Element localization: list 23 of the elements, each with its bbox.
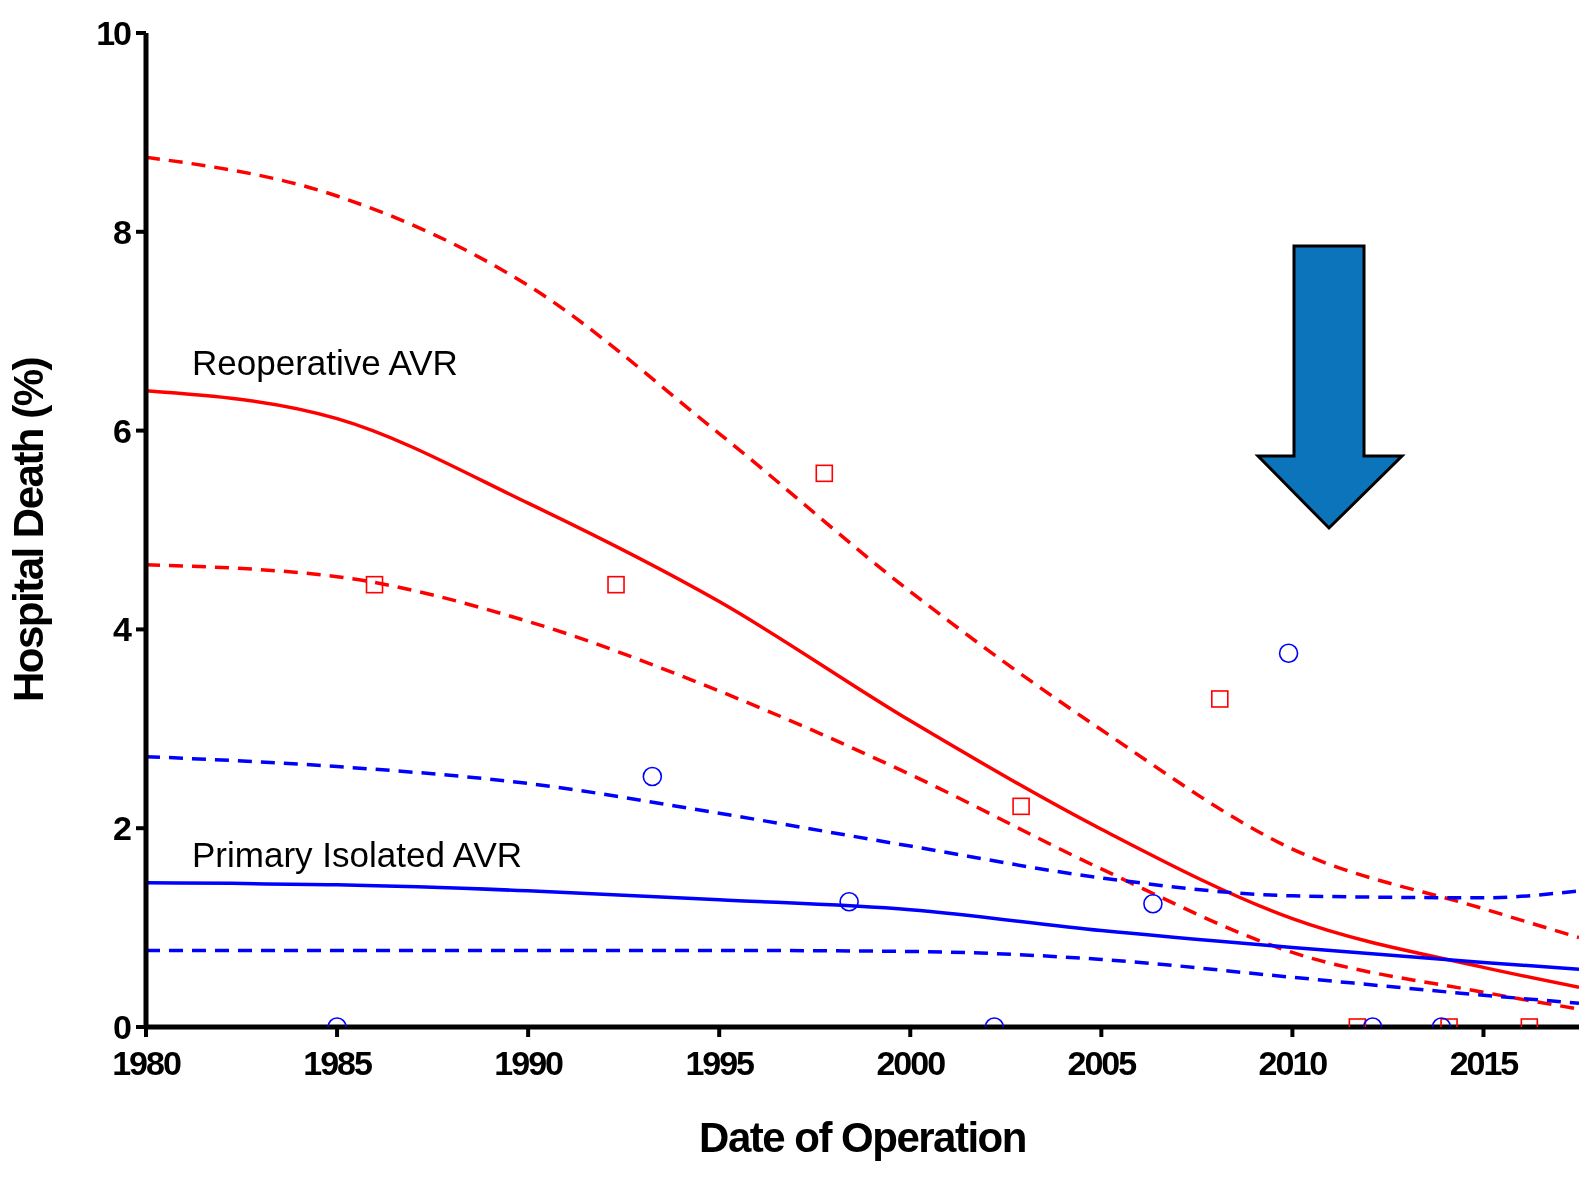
y-tick-label: 10	[96, 14, 132, 53]
x-tick-label: 1995	[685, 1044, 755, 1083]
x-tick-label: 1980	[112, 1044, 181, 1083]
y-tick-label: 6	[113, 411, 132, 450]
x-tick-label: 1985	[303, 1044, 372, 1083]
x-tick-label: 2005	[1067, 1044, 1137, 1083]
series-label: Reoperative AVR	[192, 342, 458, 382]
x-tick-label: 1990	[494, 1044, 564, 1083]
line-series	[146, 754, 1579, 900]
line-series	[146, 881, 1579, 972]
x-axis-title: Date of Operation	[699, 1114, 1026, 1161]
y-tick-label: 2	[113, 809, 132, 848]
series-label: Primary Isolated AVR	[192, 834, 523, 874]
x-tick-label: 2010	[1258, 1044, 1328, 1083]
x-tick-label: 2015	[1449, 1044, 1519, 1083]
y-axis-title: Hospital Death (%)	[4, 357, 52, 703]
x-tick-label: 2000	[876, 1044, 946, 1083]
line-series	[146, 948, 1579, 1005]
line-series	[146, 155, 1579, 940]
y-tick-label: 4	[113, 610, 133, 649]
line-series	[146, 389, 1579, 989]
y-tick-label: 8	[113, 212, 132, 251]
y-tick-label: 0	[113, 1008, 132, 1047]
